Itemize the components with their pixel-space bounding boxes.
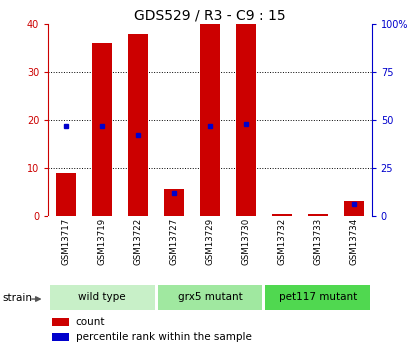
Text: GSM13717: GSM13717 (62, 218, 71, 265)
Text: GSM13727: GSM13727 (170, 218, 178, 265)
Text: percentile rank within the sample: percentile rank within the sample (76, 332, 252, 342)
Text: GSM13729: GSM13729 (205, 218, 215, 265)
Bar (92, 43, 112, 216)
Text: count: count (76, 317, 105, 327)
Bar (50, 285, 155, 310)
Bar (56, 172, 76, 216)
Bar (200, 24, 220, 216)
Bar (265, 285, 370, 310)
Bar (164, 189, 184, 216)
Text: GSM13730: GSM13730 (241, 218, 250, 265)
Text: GSM13722: GSM13722 (134, 218, 143, 265)
Text: GSM13719: GSM13719 (98, 218, 107, 265)
Bar (308, 214, 328, 216)
Bar (52, 333, 69, 341)
Bar (158, 285, 262, 310)
Text: pet117 mutant: pet117 mutant (279, 292, 357, 302)
Text: GDS529 / R3 - C9 : 15: GDS529 / R3 - C9 : 15 (134, 9, 286, 23)
Text: GSM13732: GSM13732 (277, 218, 286, 265)
Text: wild type: wild type (79, 292, 126, 302)
Bar (236, 24, 256, 216)
Bar (52, 318, 69, 326)
Bar (272, 214, 292, 216)
Text: GSM13734: GSM13734 (349, 218, 358, 265)
Text: GSM13733: GSM13733 (313, 218, 322, 265)
Bar (128, 34, 148, 216)
Text: grx5 mutant: grx5 mutant (178, 292, 242, 302)
Text: strain: strain (2, 293, 32, 303)
Bar (344, 201, 364, 216)
